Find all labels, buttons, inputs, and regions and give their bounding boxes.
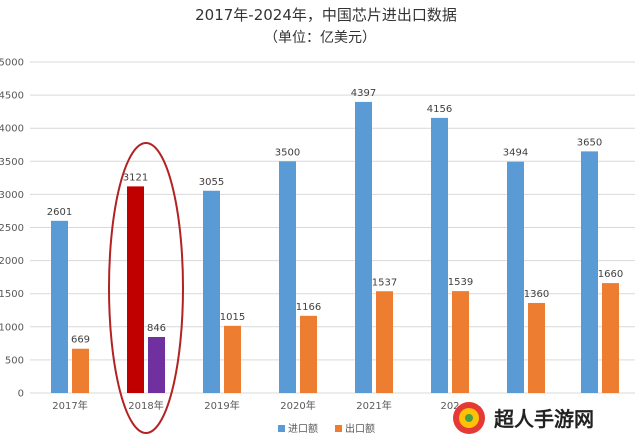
legend: 进口额 出口额	[278, 422, 375, 435]
import-bar	[507, 161, 524, 393]
y-axis: 0 500 1000 1500 2000 2500 3000 3500 4000 4500 5000	[0, 58, 24, 400]
import-value-label: 3494	[503, 148, 528, 159]
export-bar	[224, 325, 241, 393]
y-tick-label: 4000	[0, 124, 24, 135]
export-value-label: 1537	[372, 277, 397, 288]
export-value-label: 1360	[524, 289, 549, 300]
x-tick-label: 202	[440, 401, 459, 412]
export-bar	[148, 336, 165, 393]
import-value-label: 3121	[123, 172, 148, 183]
y-tick-label: 2000	[0, 256, 24, 267]
import-value-label: 4397	[351, 88, 376, 99]
legend-label: 出口额	[345, 422, 375, 435]
y-tick-label: 4500	[0, 91, 24, 102]
import-bar	[203, 190, 220, 393]
export-value-label: 846	[147, 323, 166, 334]
export-bar	[602, 283, 619, 393]
export-value-label: 1015	[220, 312, 245, 323]
import-value-label: 3650	[577, 137, 602, 148]
import-bar	[51, 220, 68, 393]
x-tick-label: 2018年	[128, 399, 163, 412]
export-bar	[72, 348, 89, 393]
export-value-label: 669	[71, 335, 90, 346]
highlight-ellipse	[108, 142, 184, 434]
legend-swatch	[278, 425, 285, 432]
x-tick-label: 2017年	[52, 399, 87, 412]
export-bar	[376, 291, 393, 393]
export-value-label: 1539	[448, 277, 473, 288]
watermark-logo-icon	[453, 402, 485, 434]
import-value-label: 2601	[47, 207, 72, 218]
y-tick-label: 500	[5, 355, 24, 366]
y-tick-label: 0	[18, 389, 24, 400]
export-bar	[452, 291, 469, 393]
export-bar	[300, 315, 317, 393]
y-tick-label: 1000	[0, 322, 24, 333]
import-bar	[581, 151, 598, 393]
data-labels: 2601 669 3121 846 3055 1015 3500 1166 4397 1537 41…	[47, 88, 623, 346]
chart-title: 2017年-2024年，中国芯片进出口数据	[195, 6, 457, 24]
import-bar	[127, 186, 144, 393]
export-value-label: 1166	[296, 302, 321, 313]
bars	[51, 101, 619, 393]
x-axis: 2017年 2018年 2019年 2020年 2021年 202	[52, 399, 459, 412]
legend-label: 进口额	[288, 422, 318, 435]
y-tick-label: 3000	[0, 190, 24, 201]
x-tick-label: 2020年	[280, 399, 315, 412]
y-tick-label: 5000	[0, 58, 24, 69]
watermark: 超人手游网	[453, 402, 594, 434]
import-bar	[355, 101, 372, 393]
import-value-label: 3500	[275, 147, 300, 158]
export-bar	[528, 302, 545, 393]
import-bar	[431, 117, 448, 393]
y-tick-label: 3500	[0, 157, 24, 168]
chart-subtitle: （单位：亿美元）	[264, 30, 376, 46]
import-bar	[279, 161, 296, 393]
import-value-label: 3055	[199, 177, 224, 188]
y-tick-label: 1500	[0, 289, 24, 300]
x-tick-label: 2019年	[204, 399, 239, 412]
x-tick-label: 2021年	[356, 399, 391, 412]
export-value-label: 1660	[598, 269, 623, 280]
legend-swatch	[335, 425, 342, 432]
y-tick-label: 2500	[0, 223, 24, 234]
watermark-text: 超人手游网	[493, 407, 594, 431]
import-value-label: 4156	[427, 104, 452, 115]
